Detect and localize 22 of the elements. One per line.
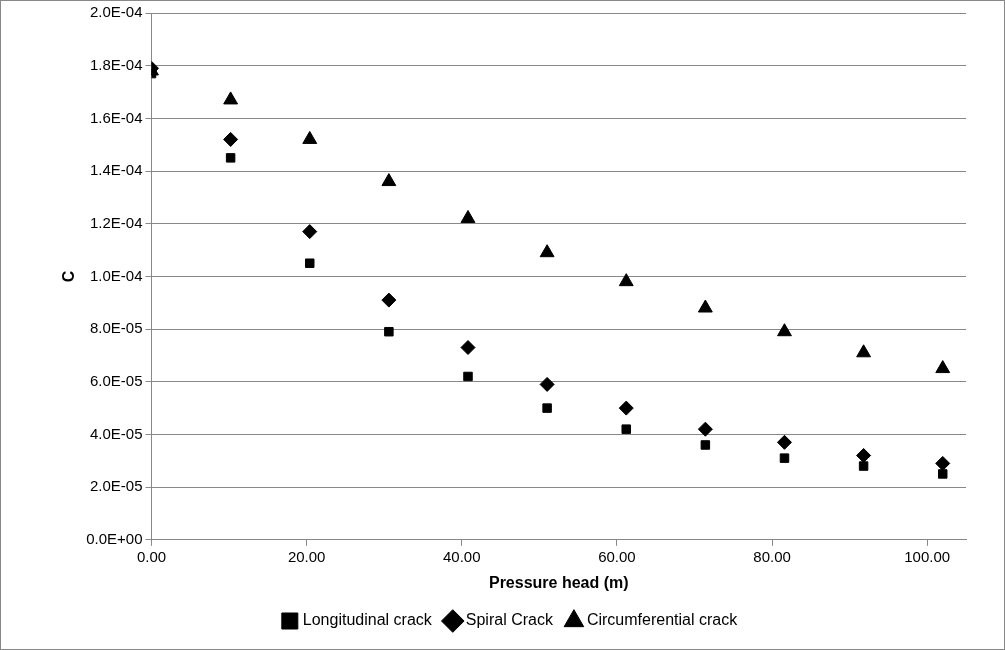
y-tick-label: 1.2E-04: [89, 213, 143, 231]
y-tick-label: 8.0E-05: [89, 319, 143, 337]
y-tick-label: 1.0E-04: [89, 266, 143, 284]
x-tick-label: 80.00: [753, 547, 791, 565]
y-tick-label: 0.0E+00: [86, 529, 143, 547]
y-axis-title: C: [60, 270, 78, 283]
x-tick-label: 20.00: [287, 547, 326, 565]
x-axis-title: Pressure head (m): [488, 573, 629, 591]
legend-label: Longitudinal crack: [302, 611, 433, 629]
y-tick-label: 1.8E-04: [89, 55, 143, 73]
x-tick-label: 60.00: [598, 547, 636, 565]
x-tick-label: 40.00: [443, 547, 481, 565]
y-tick-label: 4.0E-05: [89, 424, 143, 442]
legend-label: Spiral Crack: [465, 611, 554, 629]
legend-label: Circumferential crack: [586, 611, 739, 629]
y-tick-label: 1.6E-04: [89, 108, 143, 126]
y-tick-label: 2.0E-05: [89, 477, 143, 495]
x-tick-label: 0.00: [136, 547, 167, 565]
x-tick-label: 100.00: [904, 547, 951, 565]
y-tick-label: 2.0E-04: [89, 3, 143, 21]
y-tick-label: 6.0E-05: [89, 371, 143, 389]
y-tick-label: 1.4E-04: [89, 161, 143, 179]
